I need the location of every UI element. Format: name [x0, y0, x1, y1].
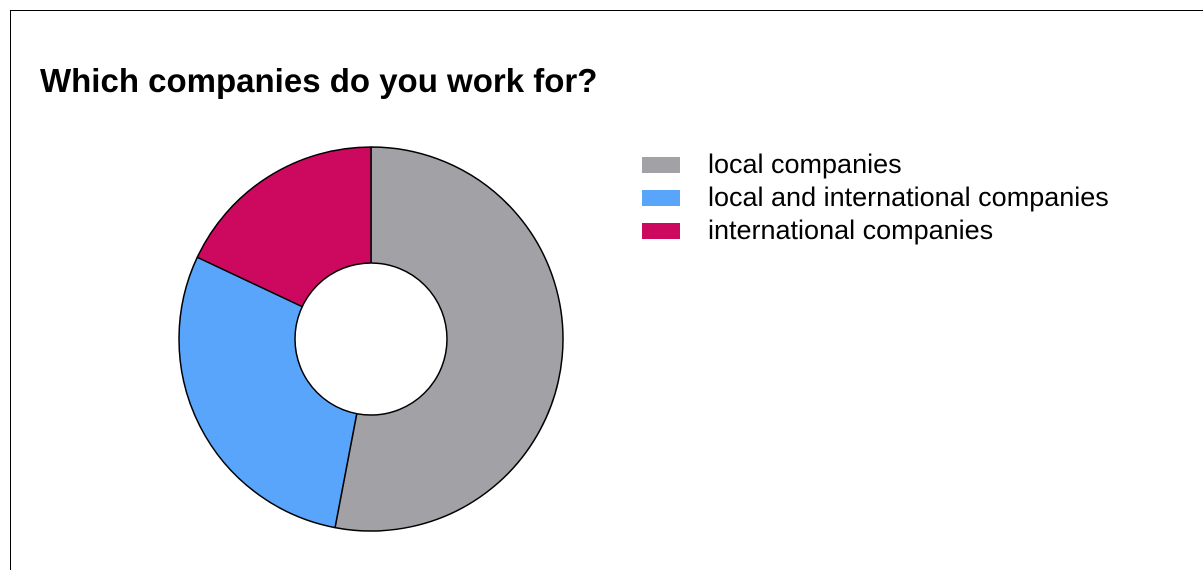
legend-label-international-companies: international companies [708, 215, 994, 245]
chart-title: Which companies do you work for? [40, 62, 598, 99]
legend-item-local-and-international-companies: local and international companies [642, 181, 1109, 214]
legend-label-local-and-international-companies: local and international companies [708, 182, 1109, 212]
legend-item-international-companies: international companies [642, 214, 1109, 247]
legend-swatch-international-companies [642, 222, 680, 239]
legend-label-local-companies: local companies [708, 149, 902, 179]
legend: local companies local and international … [642, 148, 1109, 247]
donut-hole [294, 262, 448, 416]
slice-local-companies [334, 146, 564, 532]
legend-swatch-local-companies [642, 156, 680, 173]
legend-item-local-companies: local companies [642, 148, 1109, 181]
legend-swatch-local-and-international-companies [642, 189, 680, 206]
